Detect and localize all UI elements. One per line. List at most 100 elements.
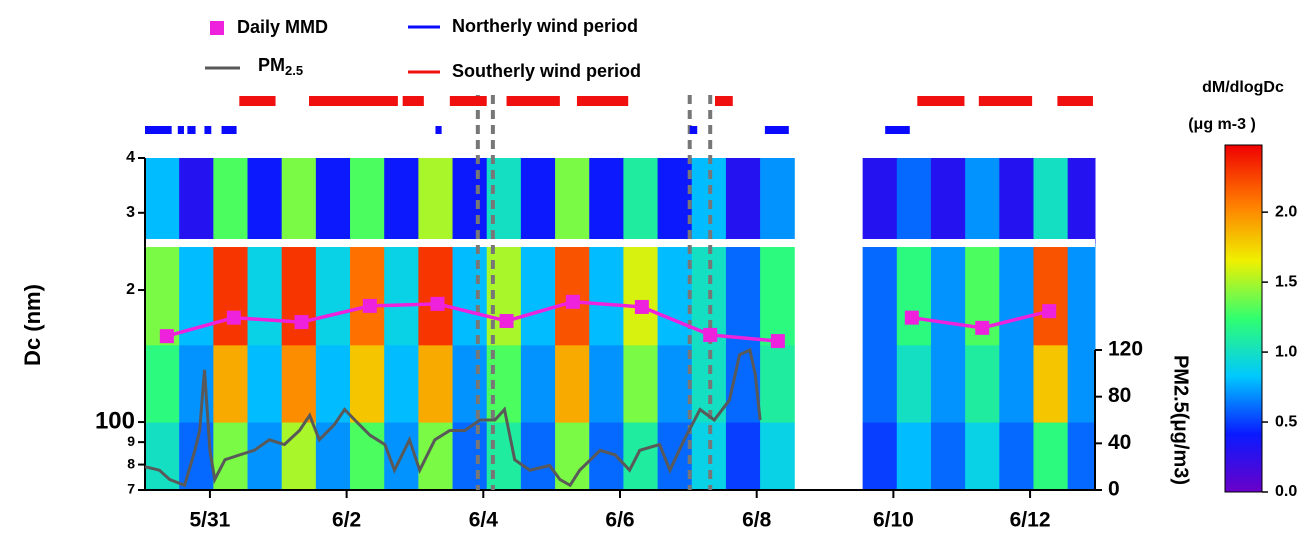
- heatmap-cell: [452, 422, 488, 491]
- wind-period: [187, 126, 196, 134]
- heatmap-cell: [384, 243, 419, 346]
- heatmap-cell: [657, 158, 693, 244]
- heatmap-cell: [760, 422, 795, 491]
- heatmap-cell: [862, 422, 898, 491]
- heatmap-cell: [213, 158, 249, 244]
- y-axis-label: Dc (nm): [20, 284, 45, 366]
- x-tick-label: 6/2: [332, 509, 361, 532]
- heatmap-cell: [555, 243, 590, 346]
- legend-marker: [210, 21, 224, 35]
- legend-label: PM2.5: [258, 55, 303, 79]
- heatmap-cell: [247, 422, 283, 491]
- heatmap-cell: [555, 344, 590, 423]
- heatmap-cell: [384, 158, 419, 244]
- heatmap-cell: [965, 422, 1000, 491]
- heatmap-cell: [657, 243, 693, 346]
- heatmap-cell: [725, 243, 761, 346]
- colorbar: [1224, 144, 1263, 493]
- heatmap-cell: [896, 422, 932, 491]
- heatmap-cell: [760, 158, 795, 244]
- wind-period: [309, 96, 398, 106]
- heatmap-cell: [145, 243, 180, 346]
- x-tick-label: 5/31: [189, 509, 230, 532]
- heatmap-cell: [452, 344, 488, 423]
- heatmap-cell: [418, 158, 454, 244]
- y-tick-label: 8: [127, 455, 135, 471]
- heatmap-cell: [213, 344, 249, 423]
- wind-period: [576, 96, 629, 106]
- mmd-marker: [159, 329, 174, 344]
- wind-period: [917, 96, 965, 106]
- mmd-marker: [362, 298, 377, 313]
- y2-tick-label: 40: [1108, 431, 1131, 454]
- heatmap-cell: [760, 344, 795, 423]
- heatmap-cell: [930, 243, 966, 346]
- wind-period: [449, 96, 487, 106]
- heatmap-cell: [623, 243, 659, 346]
- wind-period: [506, 96, 560, 106]
- heatmap-cell: [760, 243, 795, 346]
- wind-period: [885, 126, 910, 134]
- series-line: [166, 300, 779, 343]
- y-tick-label: 3: [126, 204, 135, 221]
- heatmap-cell: [1033, 158, 1069, 244]
- heatmap-cell: [520, 158, 556, 244]
- mmd-marker: [770, 334, 785, 349]
- heatmap-cell: [896, 158, 932, 244]
- legend-label: Southerly wind period: [452, 61, 641, 81]
- wind-period: [1057, 96, 1093, 106]
- heatmap-cell: [315, 422, 351, 491]
- heatmap-cell: [930, 422, 966, 491]
- y-tick-label: 9: [127, 433, 135, 449]
- mmd-marker: [499, 313, 514, 328]
- heatmap-cell: [1067, 243, 1096, 346]
- heatmap-cell: [862, 344, 898, 423]
- heatmap-cell: [555, 158, 590, 244]
- y2-axis-label: PM2.5(μg/m3): [1170, 355, 1192, 485]
- series-line: [144, 347, 762, 488]
- heatmap-cell: [145, 344, 180, 423]
- heatmap-cell: [179, 158, 214, 244]
- wind-period: [978, 96, 1033, 106]
- y2-tick-label: 0: [1108, 478, 1120, 501]
- mmd-marker: [294, 315, 309, 330]
- heatmap-cell: [247, 158, 283, 244]
- heatmap-cell: [623, 344, 659, 423]
- mmd-marker: [634, 299, 649, 314]
- heatmap-cell: [418, 243, 454, 346]
- wind-period: [435, 126, 442, 134]
- heatmap-cell: [623, 158, 659, 244]
- heatmap-cell: [281, 344, 317, 423]
- heatmap-cell: [999, 344, 1034, 423]
- heatmap-cell: [452, 243, 488, 346]
- heatmap-cell: [623, 422, 659, 491]
- heatmap-cell: [999, 422, 1034, 491]
- y-tick-label: 4: [126, 149, 135, 166]
- y2-tick-label: 120: [1108, 338, 1143, 361]
- mmd-marker: [226, 310, 241, 325]
- heatmap-cell: [589, 243, 624, 346]
- wind-period: [145, 126, 172, 134]
- heatmap-cell: [1033, 243, 1069, 346]
- heatmap-cell: [589, 344, 624, 423]
- mmd-marker: [430, 296, 445, 311]
- heatmap-cell: [1067, 422, 1096, 491]
- x-tick-label: 6/4: [469, 509, 499, 532]
- heatmap-cell: [862, 158, 898, 244]
- heatmap-cell: [999, 158, 1034, 244]
- heatmap-cell: [1067, 344, 1096, 423]
- heatmap-cell: [657, 344, 693, 423]
- y-tick-label: 2: [126, 281, 135, 298]
- legend-label: Daily MMD: [237, 17, 328, 37]
- colorbar-tick-label: 0.5: [1275, 413, 1297, 430]
- heatmap-cell: [520, 243, 556, 346]
- heatmap-cell: [965, 158, 1000, 244]
- mmd-marker: [565, 294, 580, 309]
- x-tick-label: 6/8: [742, 509, 772, 532]
- wind-period: [239, 96, 276, 106]
- heatmap-cell: [589, 158, 624, 244]
- heatmap-cell: [930, 344, 966, 423]
- heatmap-cell: [350, 158, 385, 244]
- y-tick-label: 7: [127, 481, 135, 497]
